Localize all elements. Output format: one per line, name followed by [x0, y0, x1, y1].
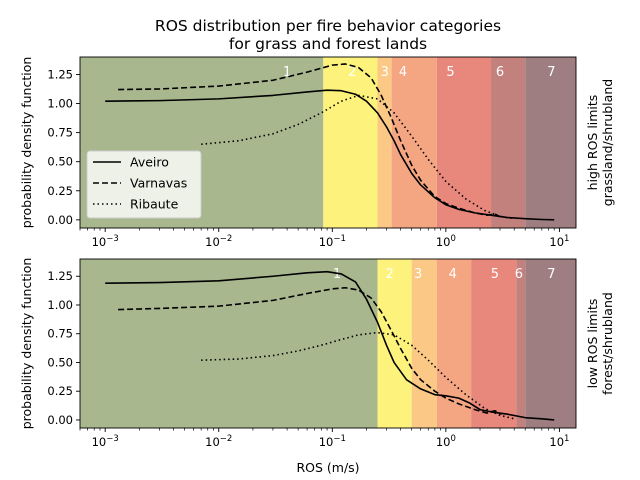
axes-frame	[79, 258, 577, 429]
series-line-varnavas	[118, 63, 503, 219]
category-label-6: 6	[515, 267, 523, 282]
y-tick-label: 0.50	[47, 155, 73, 169]
y-tick-label: 0.50	[47, 355, 73, 369]
category-label-3: 3	[414, 267, 422, 282]
x-tick-label: 10−2	[205, 434, 232, 449]
x-tick-label: 101	[549, 234, 569, 249]
legend-box	[86, 150, 202, 219]
category-label-4: 4	[399, 65, 407, 80]
category-label-7: 7	[547, 65, 555, 80]
x-tick-label: 10−1	[319, 434, 346, 449]
legend: Aveiro Varnavas Ribaute	[86, 150, 202, 219]
category-band-2	[323, 57, 378, 228]
x-tick-label: 100	[436, 434, 456, 449]
side-label-line-2: forest/shrubland	[600, 292, 615, 395]
category-band-5	[471, 259, 517, 428]
series-line-aveiro	[105, 270, 555, 421]
y-tick-label: 1.00	[47, 97, 73, 111]
x-tick-label: 10−2	[205, 234, 232, 249]
category-label-5: 5	[446, 65, 454, 80]
category-label-3: 3	[381, 65, 389, 80]
bottom-panel: 1 2 3 4 5 6 7 0.00 0.25 0.50 0.75 1.00 1.25 10−3 10−2 1…	[19, 258, 615, 475]
series-line-ribaute	[201, 94, 515, 220]
x-tick-label: 100	[436, 234, 456, 249]
y-tick-label: 0.75	[47, 126, 73, 140]
y-axis-label: probability density function	[19, 258, 34, 430]
top-panel: 1 2 3 4 5 6 7 0.00 0.25 0.50 0.75 1.00 1.25 10−3 10−2 1…	[19, 56, 615, 249]
y-tick-label: 0.25	[47, 384, 73, 398]
category-band-3	[411, 259, 437, 428]
category-band-6	[516, 259, 526, 428]
y-tick-label: 0.00	[47, 213, 73, 227]
category-band-7	[525, 57, 576, 228]
category-label-4: 4	[449, 267, 457, 282]
y-axis-label: probability density function	[19, 57, 34, 229]
y-tick-label: 0.00	[47, 413, 73, 427]
x-axis-label: ROS (m/s)	[296, 460, 359, 475]
category-label-1: 1	[333, 267, 341, 282]
category-band-2	[377, 259, 412, 428]
title-line-2: for grass and forest lands	[229, 35, 427, 53]
y-tick-label: 1.00	[47, 298, 73, 312]
category-label-6: 6	[496, 65, 504, 80]
side-label-line-1: high ROS limits	[585, 95, 600, 191]
category-label-1: 1	[283, 65, 291, 80]
series-line-varnavas	[118, 286, 503, 415]
side-label-line-1: low ROS limits	[585, 299, 600, 389]
legend-label-ribaute: Ribaute	[130, 197, 179, 212]
x-tick-label: 10−1	[319, 234, 346, 249]
axes-frame	[79, 56, 577, 229]
x-tick-label: 10−3	[92, 234, 119, 249]
category-band-3	[377, 57, 392, 228]
category-band-4	[436, 259, 472, 428]
category-label-5: 5	[491, 267, 499, 282]
category-label-2: 2	[348, 65, 356, 80]
x-tick-label: 10−3	[92, 434, 119, 449]
category-band-1	[80, 259, 378, 428]
legend-label-varnavas: Varnavas	[130, 176, 187, 191]
category-band-4	[391, 57, 437, 228]
y-tick-label: 0.75	[47, 327, 73, 341]
side-label-line-2: grassland/shrubland	[600, 79, 615, 206]
x-tick-label: 101	[549, 434, 569, 449]
title-line-1: ROS distribution per fire behavior categ…	[155, 17, 501, 35]
category-band-5	[436, 57, 492, 228]
category-band-6	[491, 57, 526, 228]
category-label-7: 7	[547, 267, 555, 282]
category-band-7	[525, 259, 576, 428]
y-tick-label: 1.25	[47, 67, 73, 81]
legend-label-aveiro: Aveiro	[130, 155, 169, 170]
y-tick-label: 0.25	[47, 184, 73, 198]
series-line-aveiro	[105, 89, 555, 221]
category-label-2: 2	[386, 267, 394, 282]
y-tick-label: 1.25	[47, 269, 73, 283]
